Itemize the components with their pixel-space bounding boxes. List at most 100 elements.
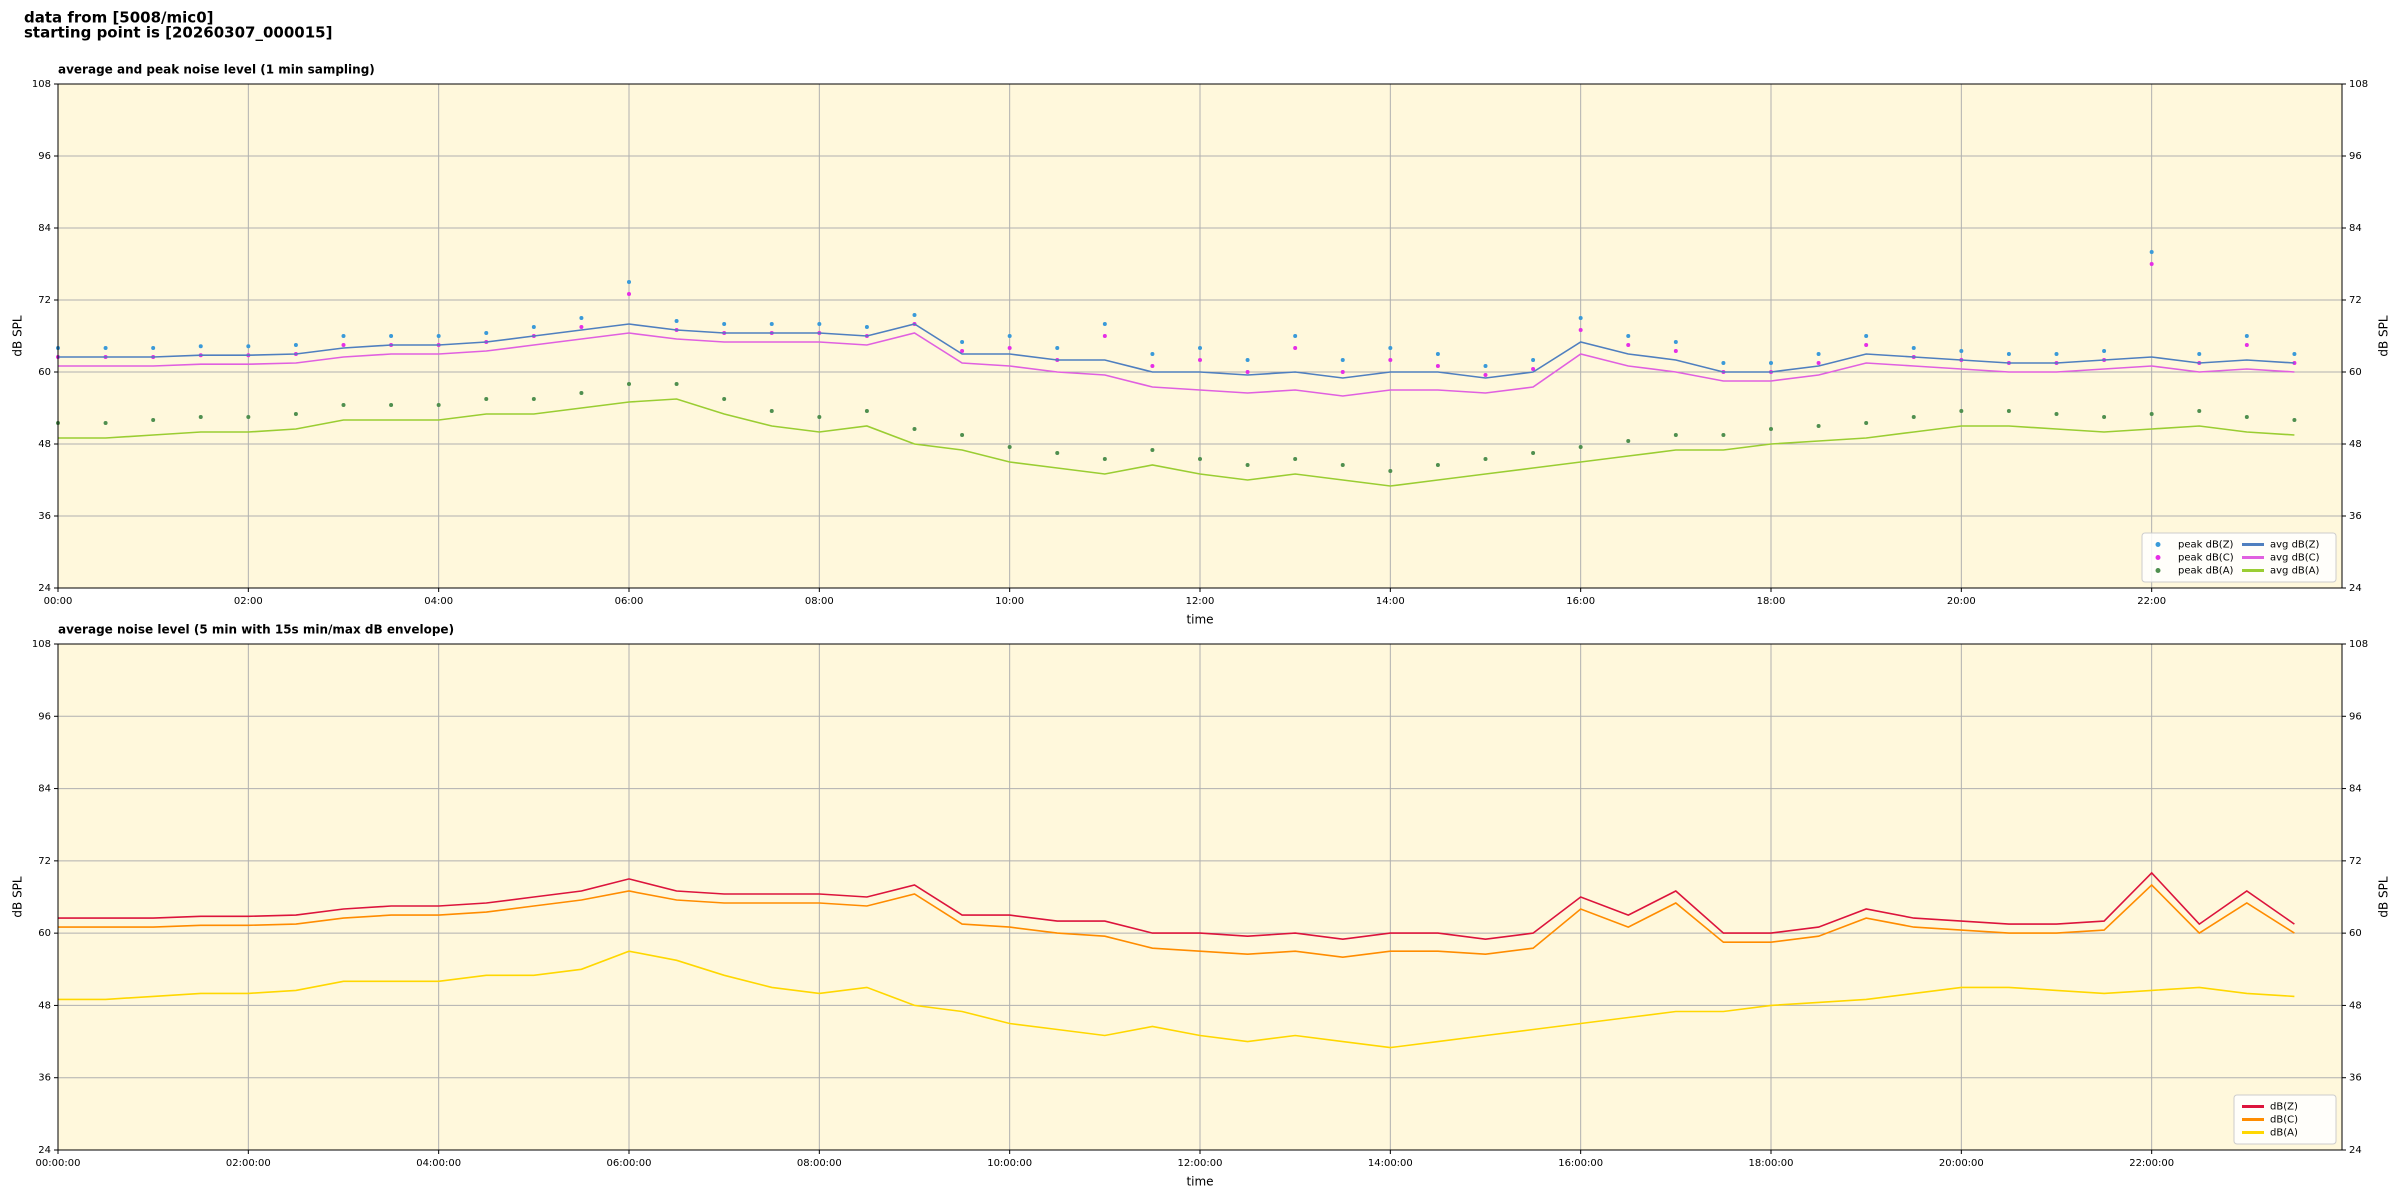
peak-point: [1340, 370, 1345, 374]
peak-point: [1578, 445, 1583, 449]
peak-point: [674, 382, 679, 386]
peak-point: [1626, 439, 1631, 443]
peak-point: [531, 325, 536, 329]
y-tick-label: 48: [38, 1000, 51, 1011]
x-tick-label: 20:00:00: [1939, 1158, 1984, 1169]
y-tick-label: 24: [2349, 583, 2362, 594]
y-tick-label: 96: [2349, 711, 2362, 722]
peak-point: [627, 292, 631, 296]
legend-label: dB(Z): [2270, 1102, 2298, 1113]
peak-point: [246, 344, 251, 349]
y-tick-label: 72: [38, 295, 51, 306]
peak-point: [1864, 334, 1869, 338]
legend-label: peak dB(Z): [2178, 540, 2234, 551]
x-tick-label: 22:00:00: [2129, 1158, 2174, 1169]
x-tick-label: 08:00:00: [797, 1158, 842, 1169]
x-tick-label: 10:00: [995, 596, 1024, 607]
peak-point: [1102, 457, 1107, 461]
x-tick-label: 04:00:00: [416, 1158, 461, 1169]
peak-point: [1864, 421, 1869, 425]
x-tick-label: 16:00: [1566, 596, 1595, 607]
legend-label: peak dB(A): [2178, 566, 2234, 577]
peak-point: [1435, 463, 1440, 467]
x-tick-label: 18:00: [1757, 596, 1786, 607]
y-tick-label: 24: [38, 583, 51, 594]
peak-point: [1150, 448, 1155, 452]
legend-box: [2141, 532, 2337, 583]
peak-point: [2054, 352, 2059, 356]
y-tick-label: 84: [38, 223, 51, 234]
peak-point: [674, 319, 679, 323]
peak-point: [627, 280, 631, 284]
series-line: [58, 332, 2295, 397]
peak-point: [864, 325, 869, 329]
x-tick-label: 10:00:00: [987, 1158, 1032, 1169]
peak-point: [2149, 412, 2154, 416]
y-tick-label: 36: [38, 1073, 51, 1084]
peak-point: [341, 343, 346, 347]
x-tick-label: 12:00: [1186, 596, 1215, 607]
x-tick-label: 18:00:00: [1749, 1158, 1794, 1169]
peak-point: [1198, 346, 1202, 350]
x-tick-label: 06:00:00: [607, 1158, 652, 1169]
series-line: [58, 398, 2295, 487]
header-line: starting point is [20260307_000015]: [24, 24, 332, 42]
peak-point: [2292, 418, 2297, 422]
peak-point: [960, 433, 965, 437]
y-tick-label: 84: [2349, 784, 2362, 795]
peak-point: [1245, 370, 1250, 374]
peak-point: [960, 340, 965, 344]
plot-frame: [57, 83, 2343, 589]
peak-point: [1007, 334, 1012, 338]
peak-point: [246, 415, 251, 419]
x-tick-label: 06:00: [615, 596, 644, 607]
peak-point: [2244, 415, 2249, 419]
x-tick-label: 12:00:00: [1178, 1158, 1223, 1169]
peak-point: [1578, 328, 1583, 332]
header-line: data from [5008/mic0]: [24, 9, 214, 27]
peak-point: [1673, 340, 1678, 344]
legend-label: dB(A): [2270, 1128, 2298, 1139]
peak-point: [1769, 361, 1773, 365]
peak-point: [1102, 322, 1107, 326]
y-tick-label: 72: [2349, 856, 2362, 867]
y-tick-label: 84: [38, 784, 51, 795]
peak-point: [1198, 358, 1202, 362]
peak-point: [389, 334, 394, 338]
series-line: [58, 323, 2295, 379]
peak-point: [2102, 349, 2107, 353]
peak-point: [1388, 358, 1393, 362]
peak-point: [103, 346, 108, 350]
chart-title: average noise level (5 min with 15s min/…: [58, 623, 454, 637]
x-tick-label: 02:00:00: [226, 1158, 271, 1169]
series-line: [58, 950, 2295, 1049]
peak-point: [1721, 361, 1726, 365]
y-tick-label: 60: [2349, 367, 2362, 378]
peak-point: [1055, 346, 1060, 350]
y-tick-label: 48: [2349, 439, 2362, 450]
peak-point: [2292, 352, 2297, 356]
peak-point: [531, 397, 536, 401]
y-axis-label: dB SPL: [11, 876, 25, 918]
peak-point: [1102, 334, 1107, 338]
peak-point: [1483, 364, 1488, 368]
peak-point: [198, 344, 203, 349]
x-tick-label: 20:00: [1947, 596, 1976, 607]
peak-point: [1150, 352, 1155, 356]
y-tick-label: 36: [2349, 1073, 2362, 1084]
peak-point: [1007, 445, 1012, 449]
peak-point: [389, 403, 394, 407]
y-tick-label: 108: [32, 639, 51, 650]
y-tick-label: 108: [2349, 79, 2368, 90]
y-axis-label: dB SPL: [11, 315, 25, 357]
peak-point: [912, 427, 917, 431]
peak-point: [1531, 358, 1536, 362]
peak-point: [2102, 415, 2107, 419]
peak-point: [484, 397, 489, 401]
peak-point: [293, 412, 298, 416]
legend-label: avg dB(A): [2270, 566, 2320, 577]
peak-point: [1959, 349, 1964, 353]
peak-point: [1198, 457, 1202, 461]
peak-point: [864, 409, 869, 413]
